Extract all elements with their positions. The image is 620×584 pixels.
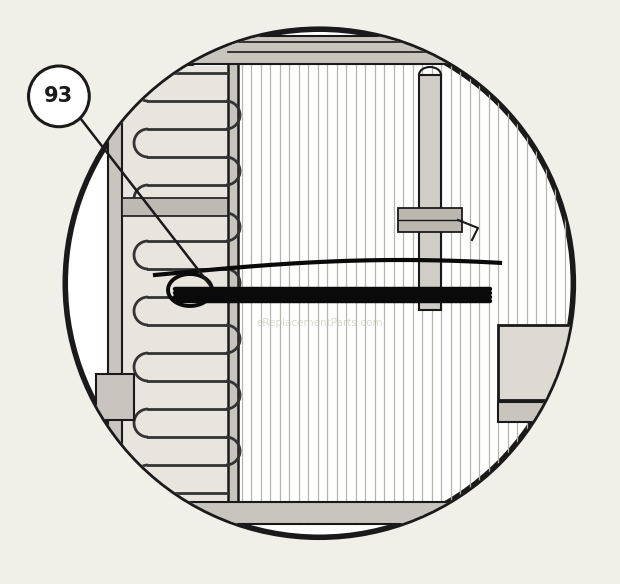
Bar [122,198,228,216]
Circle shape [29,66,89,127]
Bar [228,34,238,524]
Bar [108,502,568,524]
Circle shape [65,29,574,537]
Bar [96,374,134,420]
Bar [108,34,122,524]
Bar [498,402,586,422]
Text: eReplacementParts.com: eReplacementParts.com [256,318,383,328]
Bar [419,75,441,310]
Bar [108,36,563,64]
Bar [498,325,586,400]
Text: 93: 93 [45,86,73,106]
Bar [398,208,462,232]
Bar [122,66,228,502]
